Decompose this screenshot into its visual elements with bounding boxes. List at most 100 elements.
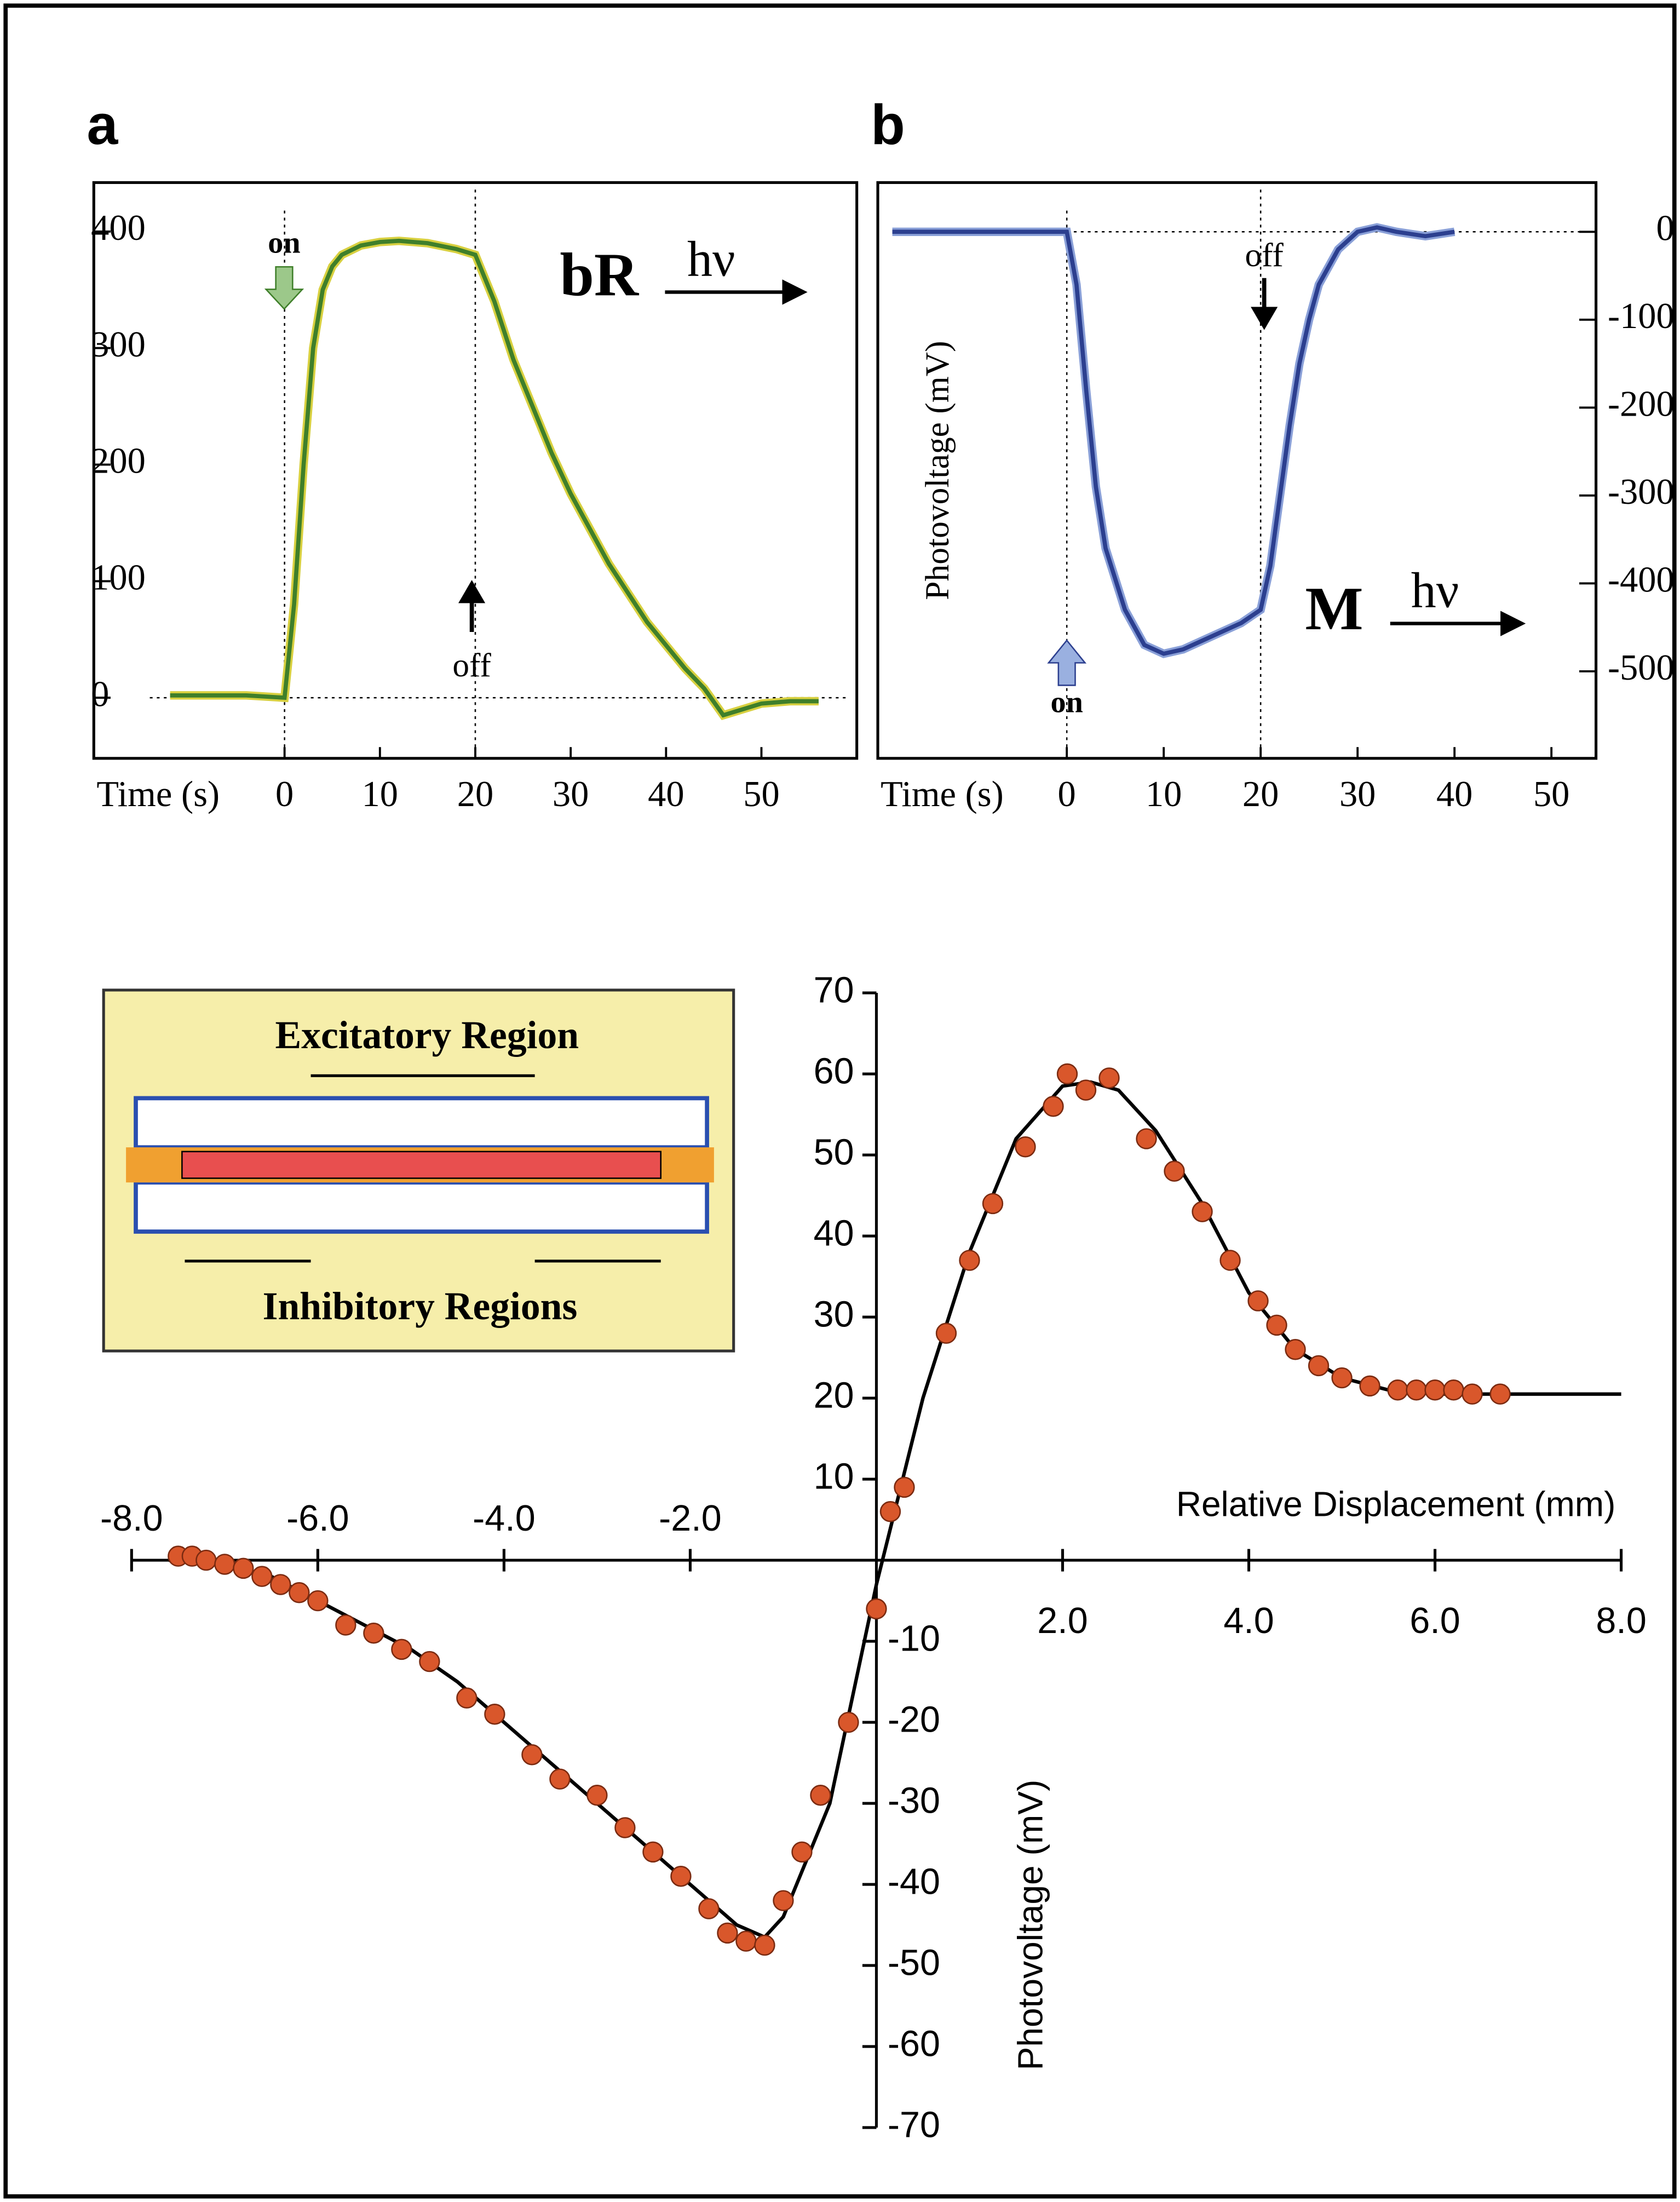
x-tick-label: 0: [1058, 774, 1076, 814]
x-axis-label: Time (s): [96, 774, 220, 814]
hv-arrow: [665, 279, 808, 305]
data-point: [1098, 1067, 1120, 1089]
y-tick-label: 0: [1656, 208, 1675, 248]
y-tick-label: -400: [1608, 560, 1675, 600]
data-point: [1075, 1079, 1097, 1101]
off-arrow: [458, 580, 486, 632]
data-point: [754, 1934, 775, 1956]
data-point: [959, 1250, 980, 1271]
data-point: [1192, 1201, 1213, 1222]
inset-label: Excitatory Region: [275, 1013, 579, 1057]
y-tick-label: -20: [888, 1700, 940, 1740]
x-tick-label: 50: [1533, 774, 1569, 814]
x-tick-label: 8.0: [1596, 1601, 1646, 1641]
y-tick-label: -500: [1608, 648, 1675, 688]
y-tick-label: -50: [888, 1943, 940, 1983]
y-tick-label: 200: [91, 441, 146, 481]
annotation: bR: [560, 241, 639, 309]
series-line: [892, 225, 1455, 656]
data-point: [456, 1687, 477, 1709]
data-point: [735, 1930, 757, 1952]
data-point: [1285, 1339, 1306, 1360]
data-point: [982, 1193, 1004, 1215]
data-point: [1331, 1367, 1353, 1389]
y-tick-label: 50: [814, 1132, 854, 1173]
data-point: [614, 1817, 636, 1838]
y-tick-label: -70: [888, 2105, 940, 2146]
y-tick-label: 60: [814, 1051, 854, 1092]
x-tick-label: 10: [1146, 774, 1182, 814]
data-point: [233, 1557, 254, 1579]
data-point: [419, 1651, 440, 1672]
data-point: [1266, 1314, 1287, 1336]
on-arrow: [1047, 639, 1087, 686]
data-point: [1136, 1128, 1157, 1149]
y-tick-label: 0: [91, 674, 109, 714]
y-tick-label: -40: [888, 1862, 940, 1902]
annotation: on: [268, 226, 300, 260]
x-tick-label: 20: [457, 774, 493, 814]
fit-line: [169, 1080, 1621, 1940]
data-point: [1489, 1383, 1511, 1405]
y-tick-label: 100: [91, 557, 146, 597]
data-point: [698, 1898, 720, 1919]
data-point: [1387, 1379, 1408, 1401]
data-point: [363, 1623, 384, 1644]
x-tick-label: -4.0: [473, 1498, 536, 1539]
data-point: [549, 1768, 571, 1790]
annotation: off: [452, 647, 491, 684]
hv-arrow: [1390, 611, 1526, 636]
data-point: [866, 1598, 887, 1620]
data-point: [484, 1704, 505, 1725]
x-tick-label: 30: [553, 774, 589, 814]
x-axis-label: Time (s): [881, 774, 1004, 814]
inset-label: Inhibitory Regions: [263, 1284, 578, 1328]
x-tick-label: 10: [362, 774, 398, 814]
panel-label: a: [87, 93, 119, 156]
x-tick-label: 4.0: [1223, 1601, 1274, 1641]
x-tick-label: 40: [648, 774, 684, 814]
data-point: [1056, 1063, 1078, 1085]
off-arrow: [1251, 278, 1278, 330]
x-axis-label: Relative Displacement (mm): [1176, 1484, 1616, 1523]
x-tick-label: -8.0: [100, 1498, 163, 1539]
on-arrow: [264, 266, 304, 311]
data-point: [1462, 1383, 1483, 1405]
data-point: [251, 1566, 273, 1587]
data-point: [195, 1549, 217, 1571]
data-point: [838, 1711, 859, 1733]
y-tick-label: 40: [814, 1214, 854, 1254]
annotation: on: [1050, 685, 1083, 719]
y-tick-label: -100: [1608, 296, 1675, 336]
x-tick-label: 0: [275, 774, 294, 814]
x-tick-label: -2.0: [659, 1498, 722, 1539]
data-point: [810, 1785, 831, 1806]
data-point: [1359, 1375, 1380, 1397]
data-point: [307, 1590, 329, 1612]
data-point: [586, 1785, 608, 1806]
panel: a Time (s) 0 10 20 30 40 50 0 100 200 300 400 on off bR…: [87, 93, 859, 814]
data-point: [791, 1841, 813, 1863]
y-tick-label: 20: [814, 1376, 854, 1416]
data-point: [773, 1890, 794, 1911]
y-tick-label: -60: [888, 2024, 940, 2065]
x-tick-label: 40: [1436, 774, 1472, 814]
annotation: hν: [687, 231, 735, 286]
data-point: [1164, 1160, 1185, 1182]
data-point: [1308, 1355, 1330, 1377]
data-point: [214, 1554, 235, 1575]
data-point: [270, 1574, 291, 1595]
data-point: [1219, 1250, 1241, 1271]
data-point: [879, 1501, 901, 1522]
x-tick-label: 20: [1242, 774, 1279, 814]
panel-label: b: [871, 93, 905, 156]
y-tick-label: -10: [888, 1619, 940, 1659]
y-tick-label: 10: [814, 1457, 854, 1497]
inset-diagram: [102, 988, 735, 1353]
y-tick-label: -30: [888, 1781, 940, 1821]
y-tick-label: 70: [814, 970, 854, 1011]
series-line: [170, 238, 819, 718]
x-tick-label: 30: [1339, 774, 1376, 814]
data-point: [1043, 1096, 1064, 1117]
